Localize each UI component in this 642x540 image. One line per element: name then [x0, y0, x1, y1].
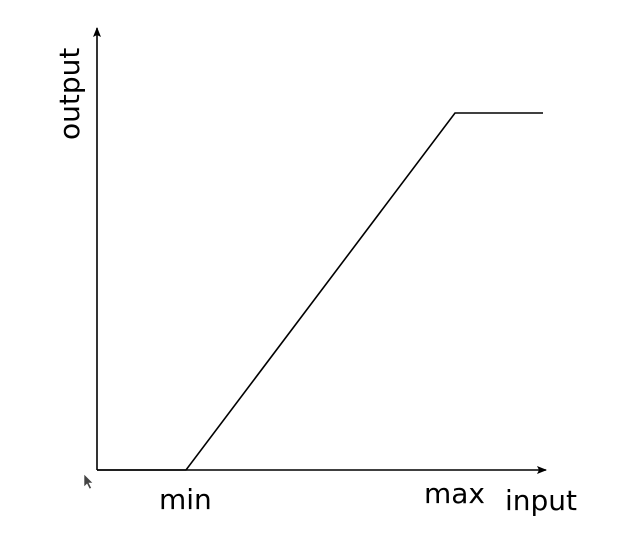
ramp-curve	[97, 112, 543, 471]
x-tick-label-min: min	[159, 483, 212, 516]
x-tick-label-max: max	[424, 477, 485, 510]
y-axis-label: output	[53, 48, 86, 140]
x-axis-label: input	[505, 484, 577, 517]
mouse-pointer-icon	[83, 473, 94, 490]
